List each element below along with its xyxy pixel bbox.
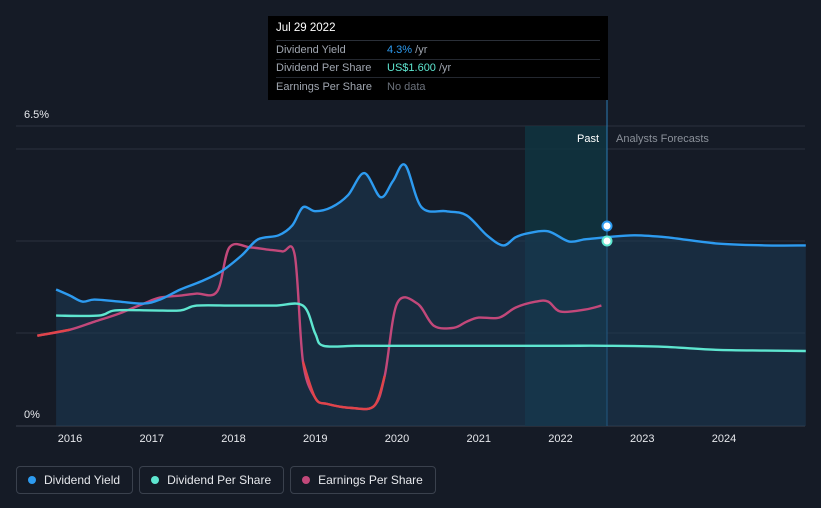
earnings-per-share-decline-segment [301, 361, 386, 411]
tooltip-date: Jul 29 2022 [276, 22, 600, 41]
dividend-yield-marker [601, 220, 613, 232]
earnings-per-share-early-segment [37, 328, 71, 337]
dividend-per-share-marker [601, 235, 613, 247]
tooltip-label: Earnings Per Share [276, 80, 372, 93]
x-tick-label: 2021 [467, 433, 491, 445]
tooltip-value: 4.3% [387, 43, 413, 56]
forecast-label: Analysts Forecasts [616, 133, 709, 145]
legend-item-dividend-yield[interactable]: Dividend Yield [16, 466, 134, 494]
x-axis: 2016 2017 2018 2019 2020 2021 2022 2023 2024 [58, 433, 736, 445]
past-label: Past [577, 133, 599, 145]
x-tick-label: 2019 [303, 433, 327, 445]
tooltip-row-earnings-per-share: Earnings Per Share No data [276, 78, 600, 96]
x-tick-label: 2020 [385, 433, 409, 445]
x-tick-label: 2016 [58, 433, 82, 445]
dividend-per-share-line [56, 302, 806, 353]
dividend-yield-area [56, 164, 806, 426]
tooltip-label: Dividend Per Share [276, 62, 372, 75]
hover-markers [601, 220, 613, 247]
y-axis: 6.5% 0% [24, 109, 49, 421]
y-tick-label-top: 6.5% [24, 109, 49, 121]
legend-item-earnings-per-share[interactable]: Earnings Per Share [290, 466, 436, 494]
y-tick-label-zero: 0% [24, 409, 40, 421]
yield-area [56, 164, 806, 426]
tooltip-unit: /yr [435, 62, 452, 75]
tooltip-label: Dividend Yield [276, 43, 346, 56]
dividend-yield-line [55, 163, 806, 305]
tooltip-row-dividend-yield: Dividend Yield 4.3% /yr [276, 41, 600, 60]
legend-item-dividend-per-share[interactable]: Dividend Per Share [139, 466, 285, 494]
x-tick-label: 2017 [140, 433, 164, 445]
x-tick-label: 2022 [548, 433, 572, 445]
dividend-per-share-dot-icon [151, 476, 160, 484]
legend-label: Dividend Yield [44, 473, 121, 487]
legend: Dividend Yield Dividend Per Share Earnin… [16, 466, 436, 494]
x-tick-label: 2023 [630, 433, 654, 445]
earnings-per-share-dot-icon [302, 476, 311, 484]
tooltip-value: US$1.600 [387, 62, 436, 75]
dividend-yield-dot-icon [28, 476, 36, 484]
series-lines [37, 163, 806, 411]
tooltip-unit: /yr [412, 43, 428, 56]
x-tick-label: 2024 [712, 433, 736, 445]
legend-label: Earnings Per Share [318, 473, 423, 487]
x-tick-label: 2018 [221, 433, 245, 445]
tooltip-row-dividend-per-share: Dividend Per Share US$1.600 /yr [276, 60, 600, 78]
legend-label: Dividend Per Share [167, 473, 272, 487]
hover-tooltip: Jul 29 2022 Dividend Yield 4.3% /yr Divi… [268, 16, 608, 100]
tooltip-value: No data [387, 80, 426, 93]
